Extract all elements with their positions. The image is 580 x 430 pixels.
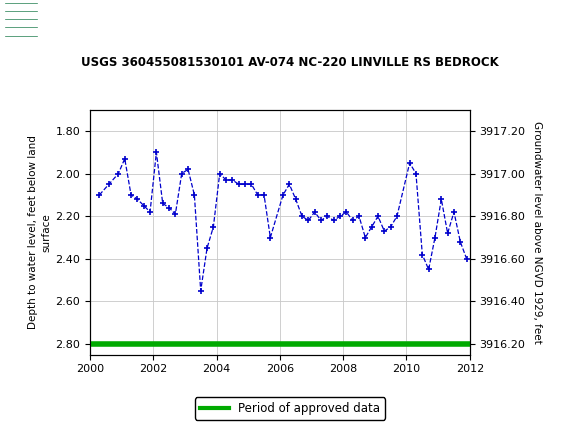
Y-axis label: Depth to water level, feet below land
surface: Depth to water level, feet below land su…	[28, 135, 51, 329]
Y-axis label: Groundwater level above NGVD 1929, feet: Groundwater level above NGVD 1929, feet	[532, 121, 542, 344]
Text: USGS: USGS	[42, 10, 97, 28]
Text: USGS 360455081530101 AV-074 NC-220 LINVILLE RS BEDROCK: USGS 360455081530101 AV-074 NC-220 LINVI…	[81, 56, 499, 69]
Legend: Period of approved data: Period of approved data	[195, 397, 385, 420]
FancyBboxPatch shape	[5, 6, 37, 33]
